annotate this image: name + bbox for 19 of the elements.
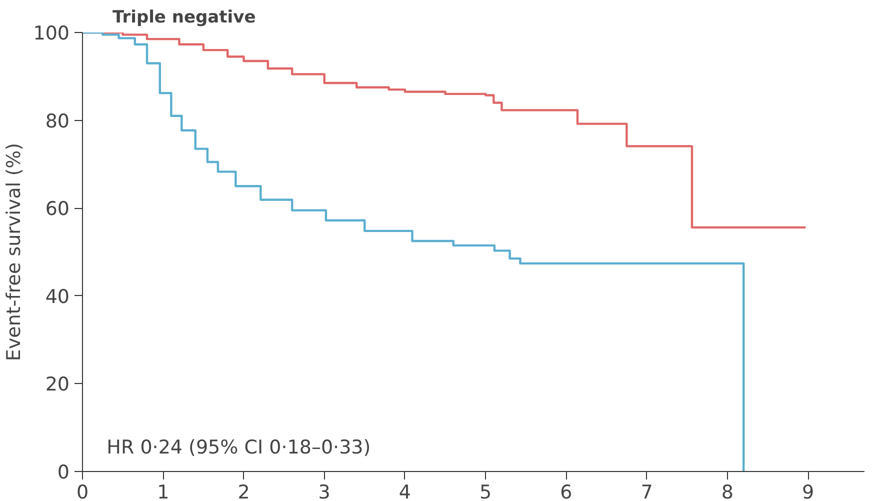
y-tick-label: 100 — [33, 22, 70, 44]
annotation: HR 0·24 (95% CI 0·18–0·33) — [106, 436, 371, 458]
y-tick-label: 20 — [45, 374, 70, 396]
x-tick-label: 8 — [721, 482, 734, 501]
x-tick-label: 2 — [238, 482, 250, 501]
x-tick-label: 0 — [76, 482, 89, 501]
x-tick-label: 6 — [560, 482, 572, 501]
y-tick-label: 60 — [45, 198, 70, 220]
x-tick-label: 4 — [398, 482, 412, 501]
chart-title: Triple negative — [112, 8, 256, 28]
x-tick-label: 5 — [480, 482, 492, 501]
x-tick-label: 3 — [318, 482, 330, 501]
y-tick-label: 80 — [45, 110, 70, 132]
x-tick-label: 9 — [802, 482, 814, 501]
x-tick-label: 7 — [640, 482, 653, 501]
y-axis-title: Event-free survival (%) — [3, 142, 26, 362]
y-tick-label: 0 — [57, 462, 70, 484]
x-tick-label: 1 — [157, 482, 170, 501]
y-tick-label: 40 — [45, 286, 70, 308]
